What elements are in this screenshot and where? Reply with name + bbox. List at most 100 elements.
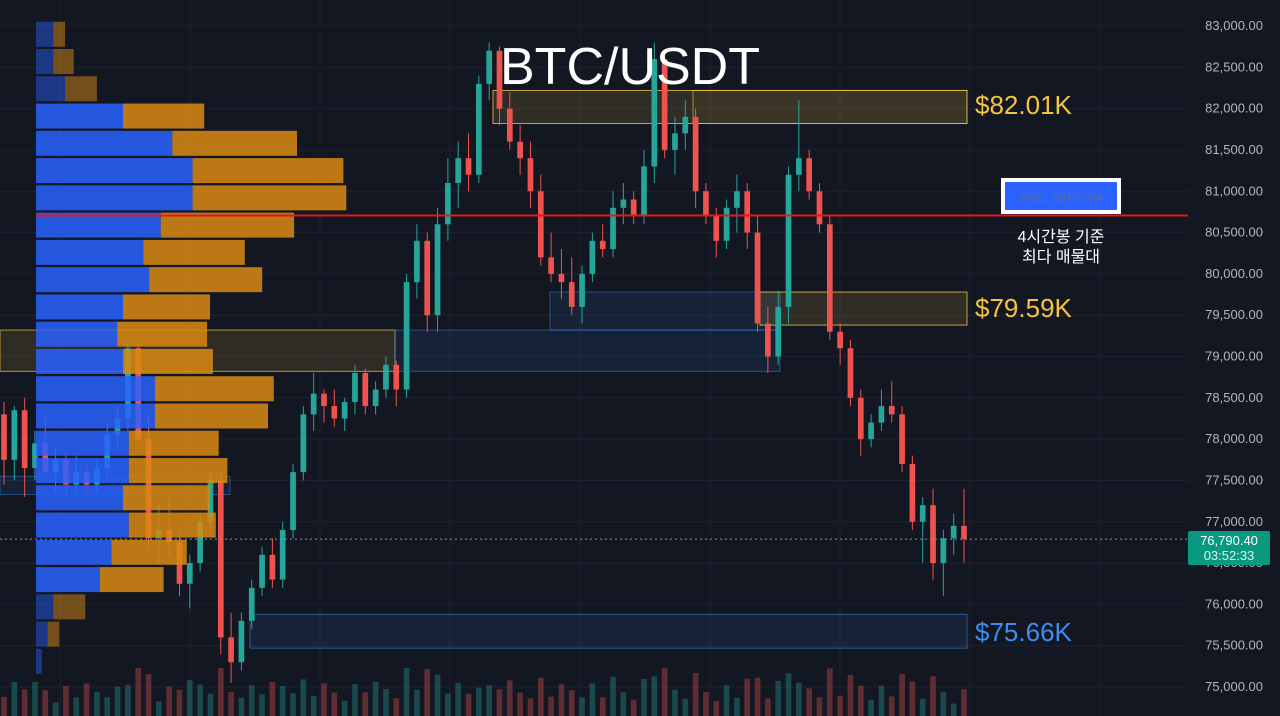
volume-bar — [693, 673, 699, 716]
volume-bar — [590, 683, 596, 716]
candle-body — [270, 555, 276, 580]
volume-bar — [156, 701, 162, 716]
candle-body — [610, 208, 616, 249]
volume-bar — [641, 679, 647, 716]
candle-body — [775, 307, 781, 357]
volume-bar — [22, 689, 28, 716]
volume-bar — [218, 668, 224, 716]
volume-bar — [146, 674, 152, 716]
volume-bar — [538, 678, 544, 716]
vp-sell-bar — [149, 267, 262, 292]
candle-body — [961, 526, 967, 539]
volume-bar — [187, 680, 193, 716]
vp-sell-bar — [129, 458, 228, 483]
volume-bar — [548, 697, 554, 716]
vp-buy-bar — [36, 267, 149, 292]
zone-label-82k: $82.01K — [975, 90, 1073, 120]
volume-bar — [951, 704, 957, 716]
vp-buy-bar — [36, 104, 123, 129]
candle-body — [187, 563, 193, 584]
vp-sell-bar — [172, 131, 297, 156]
vp-sell-bar — [193, 185, 347, 210]
y-tick-label: 79,000.00 — [1205, 349, 1263, 364]
vp-sell-bar — [155, 403, 268, 428]
vp-sell-bar — [123, 294, 210, 319]
candle-body — [476, 84, 482, 175]
vp-sell-bar — [117, 322, 207, 347]
volume-bar — [455, 683, 461, 716]
volume-bar — [383, 689, 389, 716]
volume-bar — [672, 690, 678, 716]
volume-bar — [827, 668, 833, 716]
annotation-line-1: 4시간봉 기준 — [1018, 228, 1105, 246]
volume-bar — [42, 690, 48, 716]
candle-body — [920, 505, 926, 522]
volume-bar — [373, 682, 379, 716]
volume-bar — [837, 696, 843, 716]
vp-buy-bar — [36, 594, 53, 619]
volume-bar — [899, 674, 905, 716]
candle-body — [342, 402, 348, 419]
candle-body — [218, 480, 224, 637]
candle-body — [528, 158, 534, 191]
candle-body — [579, 274, 585, 307]
y-tick-label: 76,000.00 — [1205, 596, 1263, 611]
volume-bar — [775, 681, 781, 716]
candle-body — [590, 241, 596, 274]
candle-body — [486, 51, 492, 84]
y-tick-label: 81,500.00 — [1205, 142, 1263, 157]
poc-label: POC: 80707.04 — [1020, 191, 1103, 205]
y-tick-label: 75,500.00 — [1205, 638, 1263, 653]
vp-buy-bar — [36, 649, 42, 674]
volume-bar — [868, 700, 874, 716]
volume-bar — [941, 692, 947, 716]
candle-body — [837, 332, 843, 349]
candle-body — [321, 394, 327, 406]
volume-bar — [239, 698, 245, 716]
vp-sell-bar — [143, 240, 245, 265]
volume-bar — [600, 697, 606, 716]
vp-sell-bar — [53, 22, 65, 47]
vp-buy-bar — [36, 49, 53, 74]
vp-sell-bar — [123, 485, 210, 510]
candle-body — [548, 257, 554, 274]
volume-bar — [476, 688, 482, 716]
candle-body — [259, 555, 265, 588]
candle-body — [362, 373, 368, 406]
zone-75k — [250, 614, 967, 648]
candle-body — [249, 588, 255, 621]
vp-sell-bar — [155, 376, 274, 401]
vp-buy-bar — [36, 485, 123, 510]
volume-bar — [703, 692, 709, 716]
candle-body — [889, 406, 895, 414]
vp-buy-bar — [36, 622, 48, 647]
poc-label-box: POC: 80707.04 — [1001, 178, 1121, 214]
volume-bar — [569, 690, 575, 716]
volume-bar — [559, 684, 565, 716]
volume-bar — [32, 682, 38, 716]
candle-body — [393, 365, 399, 390]
volume-bar — [486, 685, 492, 716]
volume-bar — [610, 677, 616, 716]
y-tick-label: 82,000.00 — [1205, 101, 1263, 116]
volume-bar — [445, 694, 451, 716]
candle-body — [951, 526, 957, 538]
vp-buy-bar — [36, 158, 193, 183]
countdown-label: 03:52:33 — [1204, 548, 1255, 563]
zone-label-79k: $79.59K — [975, 293, 1073, 323]
candle-body — [682, 117, 688, 134]
vp-buy-bar — [36, 376, 155, 401]
volume-bar — [177, 690, 183, 716]
volume-bar — [115, 687, 121, 716]
vp-sell-bar — [123, 349, 213, 374]
volume-bar — [301, 679, 307, 716]
candle-body — [466, 158, 472, 175]
candle-body — [786, 175, 792, 307]
volume-bar — [858, 686, 864, 716]
volume-bar — [889, 696, 895, 716]
vp-buy-bar — [36, 431, 129, 456]
candle-body — [507, 109, 513, 142]
volume-bar — [63, 686, 69, 716]
vp-sell-bar — [111, 540, 186, 565]
